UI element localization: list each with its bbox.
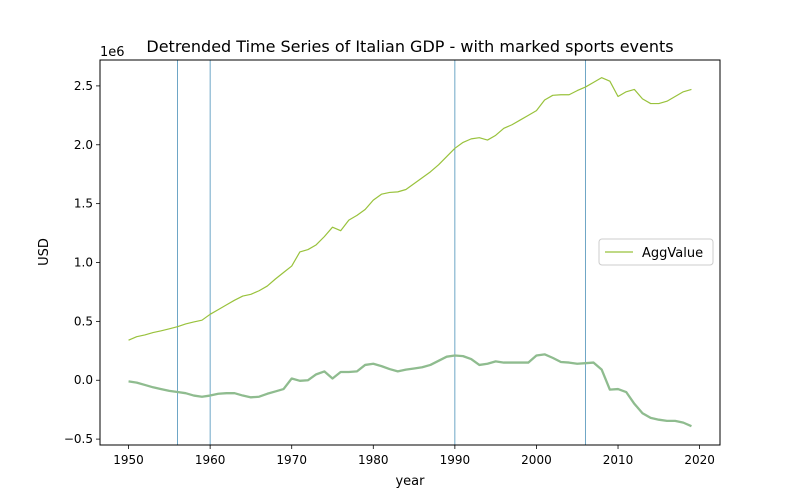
- legend: AggValue: [598, 238, 714, 266]
- legend-label-aggvalue: AggValue: [642, 246, 703, 261]
- x-axis-label: year: [395, 474, 425, 489]
- series-line-aggvalue: [128, 77, 692, 341]
- x-tick-label-1980: 1980: [358, 453, 389, 467]
- plot-area-border: [99, 59, 721, 446]
- x-tick-label-1950: 1950: [113, 453, 144, 467]
- y-tick-label-2: 0.5: [74, 314, 93, 328]
- y-axis-ticks: −0.5 0.0 0.5 1.0 1.5 2.0 2.5: [64, 79, 100, 446]
- chart-title: Detrended Time Series of Italian GDP - w…: [146, 37, 673, 56]
- x-tick-label-2020: 2020: [684, 453, 715, 467]
- y-tick-label-6: 2.5: [74, 79, 93, 93]
- axes-frame: [99, 59, 721, 446]
- x-tick-label-2000: 2000: [521, 453, 552, 467]
- event-markers: [177, 60, 586, 445]
- x-tick-label-1990: 1990: [440, 453, 471, 467]
- y-axis-label: USD: [37, 238, 52, 266]
- y-tick-label-5: 2.0: [74, 138, 93, 152]
- x-tick-label-2010: 2010: [603, 453, 634, 467]
- y-axis-offset-label: 1e6: [100, 45, 125, 60]
- x-tick-label-1960: 1960: [195, 453, 226, 467]
- x-axis-ticks: 1950 1960 1970 1980 1990 2000 2010 2020: [113, 445, 715, 467]
- x-tick-label-1970: 1970: [276, 453, 307, 467]
- y-tick-label-1: 0.0: [74, 373, 93, 387]
- series-line-detrended: [128, 353, 692, 428]
- y-tick-label-0: −0.5: [64, 432, 93, 446]
- y-tick-label-4: 1.5: [74, 197, 93, 211]
- y-tick-label-3: 1.0: [74, 256, 93, 270]
- series-layer: [128, 77, 692, 428]
- legend-box: [598, 238, 714, 266]
